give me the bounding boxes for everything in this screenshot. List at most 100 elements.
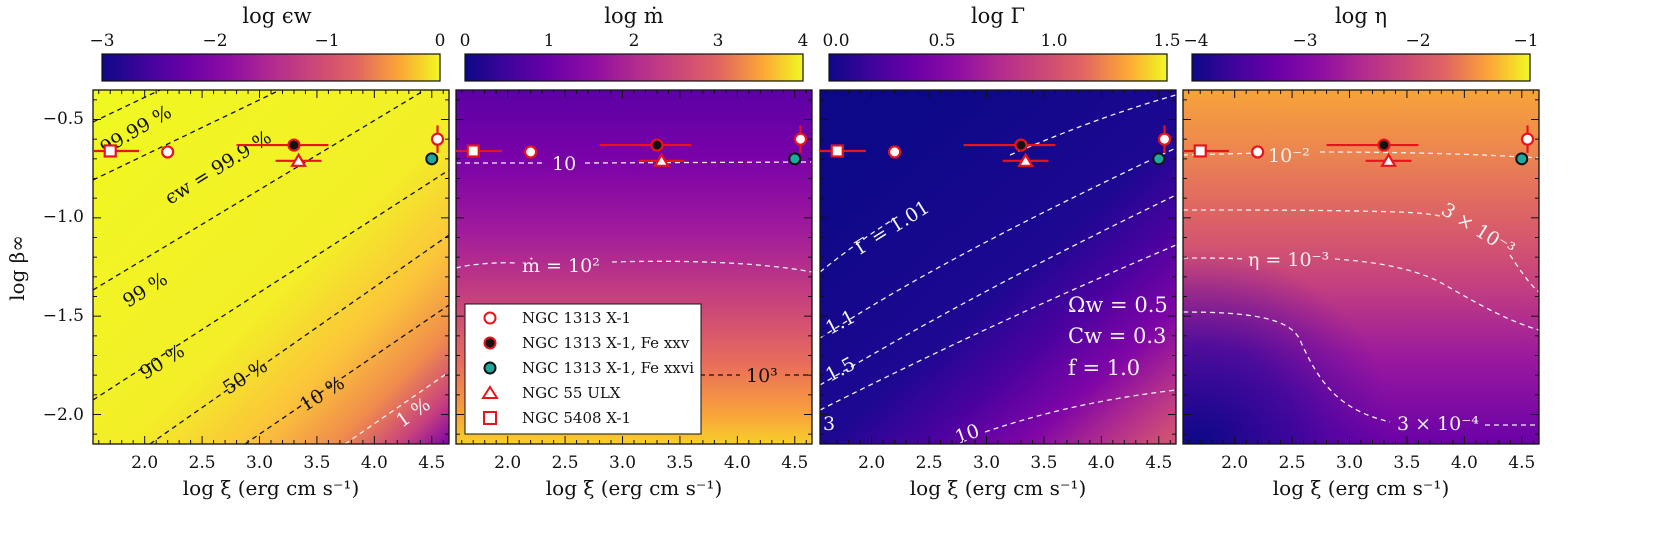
cb1-tick: 0 (435, 31, 446, 51)
x-tick-label: 2.5 (916, 453, 943, 473)
marker-circle-teal (1152, 152, 1166, 166)
colorbar-ticks-4: −4 −3 −2 −1 (1183, 31, 1538, 51)
contour-label: 10 (552, 153, 576, 175)
y-tick-label: −1.0 (43, 207, 84, 227)
marker-square (103, 144, 117, 158)
legend-label: NGC 1313 X-1, Fe xxvi (522, 359, 694, 377)
colorbar-ticks-3: 0.0 0.5 1.0 1.5 (822, 31, 1180, 51)
param-f: f = 1.0 (1068, 356, 1140, 380)
x-tick-marks-3 (825, 90, 1171, 444)
colorbar-title-2: log ṁ (604, 4, 663, 28)
legend-marker-triangle (481, 385, 499, 399)
cb4-tick: −3 (1292, 31, 1317, 51)
contours-3 (820, 94, 1176, 433)
x-tick-label: 3.0 (973, 453, 1000, 473)
param-cw: Cw = 0.3 (1068, 324, 1166, 348)
marker-square (466, 144, 480, 158)
x-tick-labels-3: 2.0 2.5 3.0 3.5 4.0 4.5 (858, 453, 1172, 473)
y-axis-label: log β∞ (5, 235, 29, 301)
legend-label: NGC 5408 X-1 (522, 409, 631, 427)
panel-3: log Γ 0.0 0.5 1.0 1.5 Γ = 1.01 1.1 1.5 3… (819, 4, 1181, 500)
cb2-tick: 0 (460, 31, 471, 51)
x-tick-marks-4 (1188, 90, 1534, 444)
x-axis-label-1: log ξ (erg cm s⁻¹) (183, 476, 360, 500)
panel-2: log ṁ 0 1 2 3 4 10 ṁ = 10² 10³ NGC 1313 … (455, 4, 813, 500)
y-tick-label: −1.5 (43, 306, 84, 326)
x-tick-label: 2.5 (552, 453, 579, 473)
marker-triangle (290, 152, 307, 167)
panel-1: log ϵw −3 −2 −1 0 99.99 % ϵw = 99.9 % 99… (5, 4, 450, 500)
marker-triangle (1017, 152, 1034, 167)
legend-entry: NGC 5408 X-1 (483, 409, 631, 427)
marker-circle-black (287, 138, 301, 152)
x-tick-label: 4.0 (1451, 453, 1478, 473)
marker-circle-open (430, 132, 445, 146)
x-tick-label: 2.0 (858, 453, 885, 473)
x-tick-label: 3.0 (246, 453, 273, 473)
x-tick-marks-2 (461, 90, 807, 444)
legend-entry: NGC 1313 X-1, Fe xxvi (483, 359, 694, 377)
data-markers-1 (93, 99, 449, 435)
x-tick-label: 3.0 (609, 453, 636, 473)
marker-circle-open (1520, 132, 1535, 146)
y-tick-label: −2.0 (43, 405, 84, 425)
legend-marker-square (483, 411, 497, 425)
contour-label: 10³ (746, 365, 778, 387)
x-tick-label: 3.5 (1030, 453, 1057, 473)
cb1-tick: −3 (89, 31, 114, 51)
heatmap-1 (93, 90, 449, 444)
heatmap-4-shade (1183, 90, 1539, 444)
marker-circle-open (1251, 145, 1265, 159)
x-tick-labels-2: 2.0 2.5 3.0 3.5 4.0 4.5 (494, 453, 808, 473)
marker-circle-teal (425, 152, 439, 166)
cb2-tick: 2 (629, 31, 640, 51)
x-axis-label-2: log ξ (erg cm s⁻¹) (546, 476, 723, 500)
colorbar-1 (101, 53, 441, 82)
cb3-tick: 1.5 (1153, 31, 1180, 51)
x-tick-label: 4.0 (361, 453, 388, 473)
colorbar-title-4: log η (1335, 4, 1387, 28)
marker-circle-open (1157, 132, 1172, 146)
marker-circle-teal (788, 152, 802, 166)
marker-triangle (653, 152, 670, 167)
marker-triangle (1380, 152, 1397, 167)
cb4-tick: −1 (1513, 31, 1538, 51)
colorbar-title-3: log Γ (971, 4, 1025, 28)
cb4-tick: −4 (1183, 31, 1208, 51)
colorbar-2 (464, 53, 804, 82)
y-axis-1: −0.5 −1.0 −1.5 −2.0 (43, 109, 84, 425)
legend-label: NGC 1313 X-1, Fe xxv (522, 334, 690, 352)
contours-4 (1183, 151, 1539, 426)
marker-square (830, 144, 844, 158)
legend-marker-circle-teal (483, 361, 497, 375)
x-axis-label-4: log ξ (erg cm s⁻¹) (1273, 476, 1450, 500)
contours-2 (456, 161, 812, 376)
x-tick-label: 4.5 (418, 453, 445, 473)
x-tick-marks-1 (98, 90, 444, 444)
contour-labels-2: 10 ṁ = 10² 10³ (522, 153, 778, 387)
colorbar-4 (1191, 53, 1531, 82)
marker-circle-black (650, 138, 664, 152)
cb2-tick: 4 (798, 31, 809, 51)
contour-label: 3 × 10⁻⁴ (1397, 413, 1479, 435)
colorbar-ticks-1: −3 −2 −1 0 (89, 31, 445, 51)
marker-circle-open (524, 145, 538, 159)
x-tick-label: 2.5 (1279, 453, 1306, 473)
legend: NGC 1313 X-1 NGC 1313 X-1, Fe xxv NGC 13… (464, 303, 702, 435)
x-tick-label: 2.0 (494, 453, 521, 473)
data-markers-3 (820, 99, 1176, 435)
contour-label: 10⁻² (1268, 145, 1310, 167)
model-params: Ωw = 0.5 Cw = 0.3 f = 1.0 (1068, 293, 1168, 380)
marker-circle-black (1014, 138, 1028, 152)
heatmap-3 (820, 90, 1176, 444)
x-tick-label: 3.5 (303, 453, 330, 473)
legend-label: NGC 1313 X-1 (522, 309, 631, 327)
x-tick-label: 3.5 (666, 453, 693, 473)
data-markers-4 (1183, 99, 1539, 435)
marker-circle-teal (1515, 152, 1529, 166)
data-markers-2 (456, 99, 812, 435)
colorbar-3 (828, 53, 1168, 82)
legend-marker-circle-open (483, 311, 497, 325)
marker-square (1193, 144, 1207, 158)
